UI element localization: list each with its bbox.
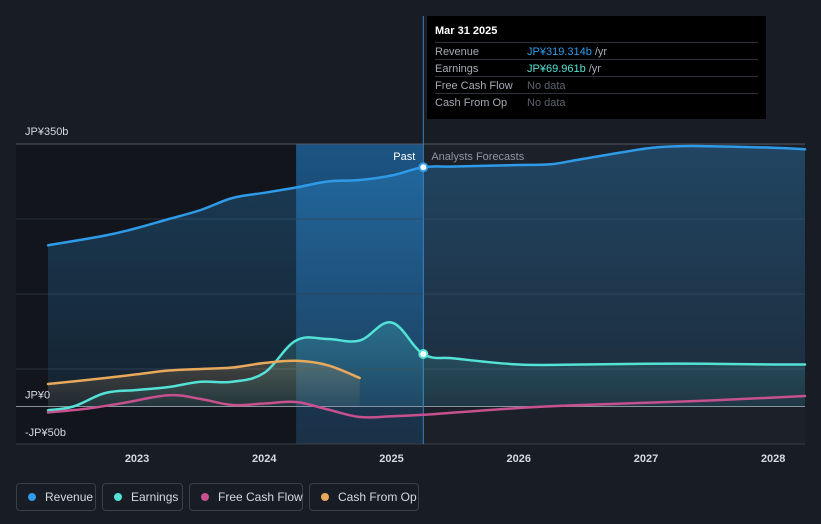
legend-label: Earnings — [131, 490, 179, 504]
tooltip-value-text: No data — [527, 80, 566, 92]
forecast-label: Analysts Forecasts — [431, 151, 524, 163]
cash-from-op-area — [48, 360, 360, 407]
free-cash-flow-dot-icon — [201, 493, 209, 501]
earnings-dot-icon — [114, 493, 122, 501]
revenue-marker — [418, 162, 429, 173]
free-cash-flow-line — [46, 393, 807, 419]
legend-item-cash-from-op[interactable]: Cash From Op — [309, 483, 419, 511]
tooltip: Mar 31 2025 Revenue JP¥319.314b/yr Earni… — [427, 16, 766, 119]
tooltip-row-earnings: Earnings JP¥69.961b/yr — [435, 59, 758, 77]
earnings-line — [46, 321, 807, 412]
tooltip-label: Earnings — [435, 63, 479, 75]
y-tick-label: JP¥350b — [25, 126, 68, 138]
legend-label: Cash From Op — [338, 490, 417, 504]
earnings-marker — [418, 349, 429, 359]
x-tick-label: 2025 — [379, 453, 403, 465]
legend-label: Free Cash Flow — [218, 490, 303, 504]
tooltip-unit: /yr — [588, 63, 601, 75]
cash-from-op-dot-icon — [321, 493, 329, 501]
cash-from-op-line — [46, 359, 361, 386]
legend-item-revenue[interactable]: Revenue — [16, 483, 96, 511]
tooltip-row-revenue: Revenue JP¥319.314b/yr — [435, 42, 758, 60]
tooltip-value: No data — [527, 97, 569, 109]
tooltip-value-text: JP¥69.961b — [527, 63, 586, 75]
tooltip-value: No data — [527, 80, 569, 92]
tooltip-unit: /yr — [594, 46, 608, 58]
legend-item-free-cash-flow[interactable]: Free Cash Flow — [189, 483, 303, 511]
x-tick-label: 2027 — [634, 453, 658, 465]
tooltip-value-text: JP¥319.314b — [527, 46, 592, 58]
x-tick-label: 2028 — [761, 453, 785, 465]
x-tick-label: 2024 — [252, 453, 277, 465]
x-tick-label: 2026 — [506, 453, 530, 465]
tooltip-value: JP¥319.314b/yr — [527, 46, 607, 58]
past-label: Past — [393, 151, 415, 163]
tooltip-date: Mar 31 2025 — [435, 25, 498, 37]
tooltip-row-free-cash-flow: Free Cash Flow No data — [435, 76, 758, 94]
revenue-area — [48, 145, 805, 407]
tooltip-row-cash-from-op: Cash From Op No data — [435, 93, 758, 111]
revenue-dot-icon — [28, 493, 36, 501]
tooltip-label: Free Cash Flow — [435, 80, 513, 92]
tooltip-label: Cash From Op — [435, 97, 508, 109]
y-tick-label: -JP¥50b — [25, 427, 66, 439]
revenue-line — [46, 144, 807, 247]
tooltip-value: JP¥69.961b/yr — [527, 63, 601, 75]
y-tick-label: JP¥0 — [25, 390, 50, 402]
legend-label: Revenue — [45, 490, 94, 504]
tooltip-label: Revenue — [435, 46, 480, 58]
tooltip-value-text: No data — [527, 97, 566, 109]
x-tick-label: 2023 — [125, 453, 149, 465]
legend-item-earnings[interactable]: Earnings — [102, 483, 183, 511]
